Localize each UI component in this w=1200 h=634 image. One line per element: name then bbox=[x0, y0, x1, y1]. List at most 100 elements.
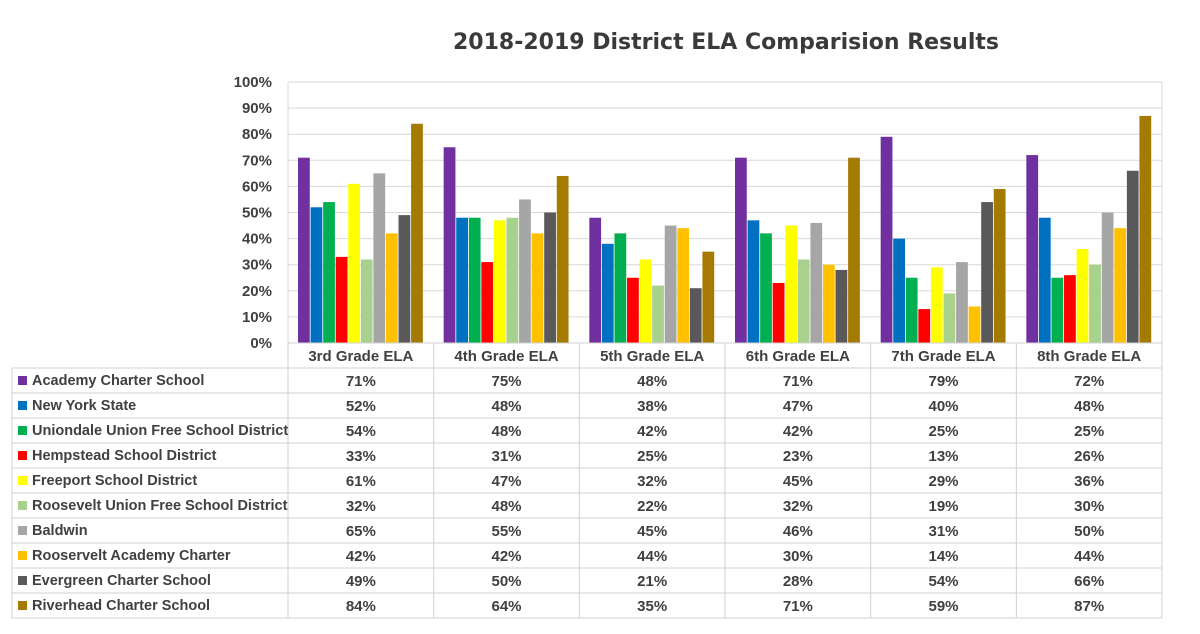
data-label: 48% bbox=[491, 398, 521, 415]
bar bbox=[918, 309, 931, 343]
data-label: 46% bbox=[783, 523, 813, 540]
data-label: 48% bbox=[491, 498, 521, 515]
bar bbox=[614, 233, 627, 343]
bar bbox=[506, 217, 519, 343]
data-label: 52% bbox=[346, 398, 376, 415]
data-label: 31% bbox=[491, 448, 521, 465]
data-label: 42% bbox=[637, 423, 667, 440]
data-label: 29% bbox=[928, 473, 958, 490]
y-tick-label: 60% bbox=[242, 178, 272, 195]
bar bbox=[556, 175, 569, 343]
bar bbox=[456, 217, 468, 343]
data-label: 65% bbox=[346, 523, 376, 540]
legend-label: Freeport School District bbox=[32, 473, 197, 489]
legend-label: New York State bbox=[32, 398, 136, 414]
data-label: 47% bbox=[783, 398, 813, 415]
bar bbox=[930, 267, 943, 343]
legend-swatch bbox=[18, 401, 27, 410]
bar bbox=[943, 293, 956, 343]
category-label: 8th Grade ELA bbox=[1037, 348, 1141, 365]
bar bbox=[639, 259, 652, 343]
y-tick-label: 100% bbox=[234, 74, 272, 91]
data-label: 47% bbox=[491, 473, 521, 490]
data-label: 79% bbox=[928, 373, 958, 390]
legend-label: Riverhead Charter School bbox=[32, 598, 210, 614]
bar bbox=[652, 285, 664, 343]
data-label: 25% bbox=[1074, 423, 1104, 440]
data-label: 19% bbox=[928, 498, 958, 515]
bar bbox=[956, 262, 968, 343]
bar bbox=[1026, 155, 1039, 343]
bar bbox=[1101, 212, 1114, 343]
bar bbox=[664, 225, 677, 343]
bar bbox=[689, 288, 702, 343]
data-label: 54% bbox=[928, 573, 958, 590]
data-label: 71% bbox=[346, 373, 376, 390]
legend-swatch bbox=[18, 551, 27, 560]
bar bbox=[481, 262, 494, 343]
data-label: 44% bbox=[1074, 548, 1104, 565]
data-label: 45% bbox=[783, 473, 813, 490]
data-label: 35% bbox=[637, 598, 667, 615]
data-label: 25% bbox=[637, 448, 667, 465]
data-label: 54% bbox=[346, 423, 376, 440]
data-label: 55% bbox=[491, 523, 521, 540]
data-label: 32% bbox=[637, 473, 667, 490]
data-label: 30% bbox=[1074, 498, 1104, 515]
bar bbox=[702, 251, 715, 343]
y-tick-label: 0% bbox=[250, 335, 272, 352]
data-label: 71% bbox=[783, 598, 813, 615]
data-label: 61% bbox=[346, 473, 376, 490]
bar bbox=[335, 256, 348, 343]
legend-label: Evergreen Charter School bbox=[32, 573, 211, 589]
bar bbox=[981, 202, 993, 343]
data-label: 42% bbox=[491, 548, 521, 565]
data-label: 26% bbox=[1074, 448, 1104, 465]
bar bbox=[905, 277, 918, 343]
legend-label: Uniondale Union Free School District bbox=[32, 423, 288, 439]
bar bbox=[810, 222, 823, 343]
data-label: 38% bbox=[637, 398, 667, 415]
data-label: 13% bbox=[928, 448, 958, 465]
bar bbox=[1051, 277, 1064, 343]
data-label: 42% bbox=[783, 423, 813, 440]
bar bbox=[360, 259, 373, 343]
category-label: 6th Grade ELA bbox=[746, 348, 850, 365]
bar bbox=[848, 157, 860, 343]
data-label: 32% bbox=[783, 498, 813, 515]
bar bbox=[411, 123, 423, 343]
data-label: 32% bbox=[346, 498, 376, 515]
bar bbox=[589, 217, 602, 343]
bar bbox=[797, 259, 810, 343]
bar bbox=[735, 157, 747, 343]
category-label: 5th Grade ELA bbox=[600, 348, 704, 365]
legend-swatch bbox=[18, 526, 27, 535]
y-tick-label: 20% bbox=[242, 283, 272, 300]
data-label: 48% bbox=[1074, 398, 1104, 415]
bar bbox=[822, 264, 835, 343]
bar bbox=[772, 282, 785, 343]
bar bbox=[835, 269, 848, 343]
data-label: 72% bbox=[1074, 373, 1104, 390]
category-label: 4th Grade ELA bbox=[454, 348, 558, 365]
y-tick-label: 50% bbox=[242, 205, 272, 222]
bar bbox=[1114, 228, 1127, 343]
data-label: 14% bbox=[928, 548, 958, 565]
data-label: 50% bbox=[491, 573, 521, 590]
data-label: 36% bbox=[1074, 473, 1104, 490]
legend-label: Roosevelt Union Free School District bbox=[32, 498, 288, 514]
data-label: 30% bbox=[783, 548, 813, 565]
data-label: 49% bbox=[346, 573, 376, 590]
chart-title: 2018-2019 District ELA Comparision Resul… bbox=[452, 30, 999, 55]
bar bbox=[519, 199, 531, 343]
bar bbox=[893, 238, 905, 343]
bar bbox=[880, 136, 893, 343]
legend-swatch bbox=[18, 376, 27, 385]
y-tick-label: 30% bbox=[242, 257, 272, 274]
data-label: 23% bbox=[783, 448, 813, 465]
data-label: 87% bbox=[1074, 598, 1104, 615]
legend-swatch bbox=[18, 601, 27, 610]
bar bbox=[493, 220, 506, 343]
legend-label: Hempstead School District bbox=[32, 448, 217, 464]
bar bbox=[601, 243, 614, 343]
